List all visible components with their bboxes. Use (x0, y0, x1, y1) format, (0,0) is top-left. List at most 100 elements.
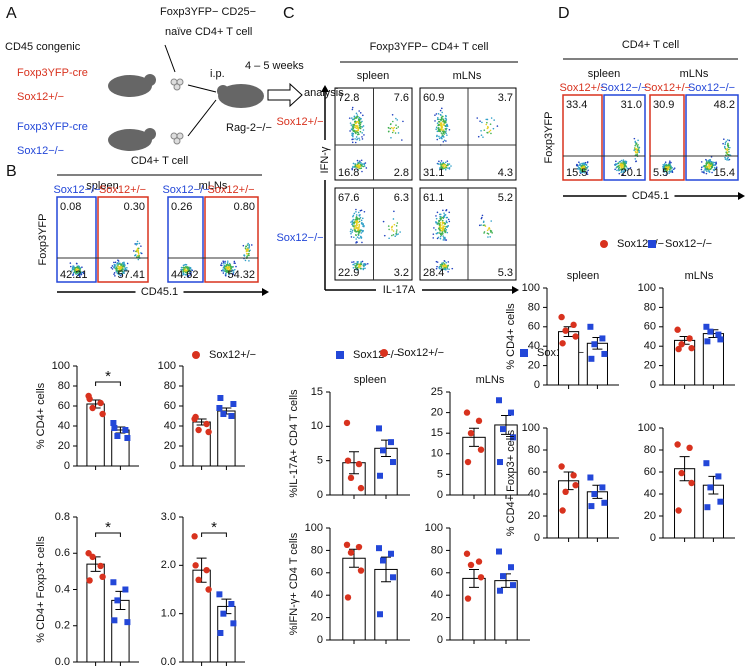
flow-event (440, 265, 442, 267)
data-point (570, 472, 577, 479)
gate (204, 196, 259, 283)
flow-event (707, 165, 710, 167)
flow-event (248, 260, 250, 262)
flow-event (438, 220, 440, 223)
flow-event (624, 164, 626, 167)
flow-event (364, 162, 367, 164)
flow-event (355, 117, 358, 119)
flow-event (355, 221, 358, 223)
flow-event (665, 164, 668, 167)
flow-event (444, 236, 446, 239)
flow-event (247, 248, 249, 250)
y-axis-label: % CD4+ cells (505, 303, 517, 370)
flow-event (357, 234, 360, 237)
flow-event (360, 209, 363, 212)
data-point (703, 323, 710, 330)
significance: * (105, 368, 111, 385)
flow-event (388, 237, 390, 240)
flow-event (439, 109, 442, 112)
flow-event (484, 225, 487, 227)
flow-event (476, 117, 479, 119)
flow-title: Foxp3YFP− CD4+ T cell (370, 41, 489, 53)
flow-event (82, 272, 85, 275)
quadrant-value: 48.2 (714, 99, 735, 111)
flow-event (390, 136, 392, 139)
flow-event (490, 132, 492, 135)
flow-event (635, 160, 637, 163)
flow-event (436, 138, 439, 141)
flow-event (114, 261, 117, 264)
flow-event (444, 168, 447, 171)
flow-event (356, 241, 358, 243)
y-tick-label: 10 (311, 420, 323, 432)
flow-event (77, 273, 80, 275)
y-tick-label: 20 (58, 440, 70, 452)
data-point (477, 446, 485, 453)
flow-event (77, 268, 80, 271)
data-point (97, 562, 104, 570)
data-point (704, 504, 711, 511)
y-tick-label: 0 (534, 379, 540, 391)
y-tick-label: 80 (528, 444, 540, 456)
data-point (562, 327, 569, 334)
flow-event (250, 244, 253, 246)
y-tick-label: 0 (170, 460, 176, 472)
flow-event (395, 231, 398, 233)
data-point (717, 336, 724, 343)
flow-event (224, 262, 227, 264)
flow-column: mLNs (680, 68, 709, 80)
flow-event (358, 162, 360, 164)
flow-event (182, 273, 184, 276)
flow-event (133, 250, 135, 252)
flow-event (356, 165, 358, 167)
y-axis-label: %IL-17A+ CD4 T cells (288, 389, 300, 498)
flow-event (624, 161, 627, 164)
flow-event (442, 232, 444, 235)
quadrant-value: 28.4 (423, 267, 444, 279)
flow-event (723, 145, 726, 148)
scheme-text: Foxp3YFP-cre (17, 121, 88, 133)
y-tick-label: 0.0 (55, 656, 70, 668)
scheme-text: Rag-2−/− (226, 122, 272, 134)
cells (176, 132, 184, 140)
flow-event (245, 245, 247, 248)
flow-event (355, 208, 357, 211)
flow-event (357, 211, 360, 214)
y-tick-label: 20 (644, 360, 656, 372)
data-point (111, 425, 118, 431)
flow-event (583, 166, 585, 169)
data-point (717, 498, 724, 505)
flow-event (359, 267, 362, 270)
mouse (217, 85, 229, 97)
arrow (187, 99, 217, 137)
flow-event (727, 146, 730, 149)
flow-event (353, 222, 355, 225)
flow-event (227, 275, 230, 278)
flow-event (113, 267, 116, 269)
flow-event (115, 264, 117, 266)
flow-event (75, 272, 77, 275)
y-tick-label: 100 (638, 422, 656, 434)
flow-event (441, 137, 443, 140)
gate (56, 196, 97, 283)
mouse (144, 74, 156, 86)
flow-event (442, 222, 445, 225)
flow-event (480, 129, 482, 132)
flow-event (446, 267, 449, 270)
flow-event (440, 114, 442, 116)
y-tick-label: 1.0 (161, 608, 176, 620)
flow-event (440, 116, 443, 119)
y-tick-label: 40 (431, 589, 443, 601)
flow-event (362, 125, 365, 127)
axis-label: CD45.1 (632, 190, 669, 202)
flow-event (79, 270, 81, 272)
scheme-text: Sox12−/− (17, 145, 64, 157)
flow-event (135, 242, 137, 245)
flow-event (629, 167, 632, 169)
flow-event (110, 266, 113, 269)
flow-event (353, 212, 356, 215)
flow-event (395, 124, 397, 126)
data-point (205, 586, 212, 593)
flow-event (357, 120, 359, 123)
flow-event (123, 270, 125, 272)
